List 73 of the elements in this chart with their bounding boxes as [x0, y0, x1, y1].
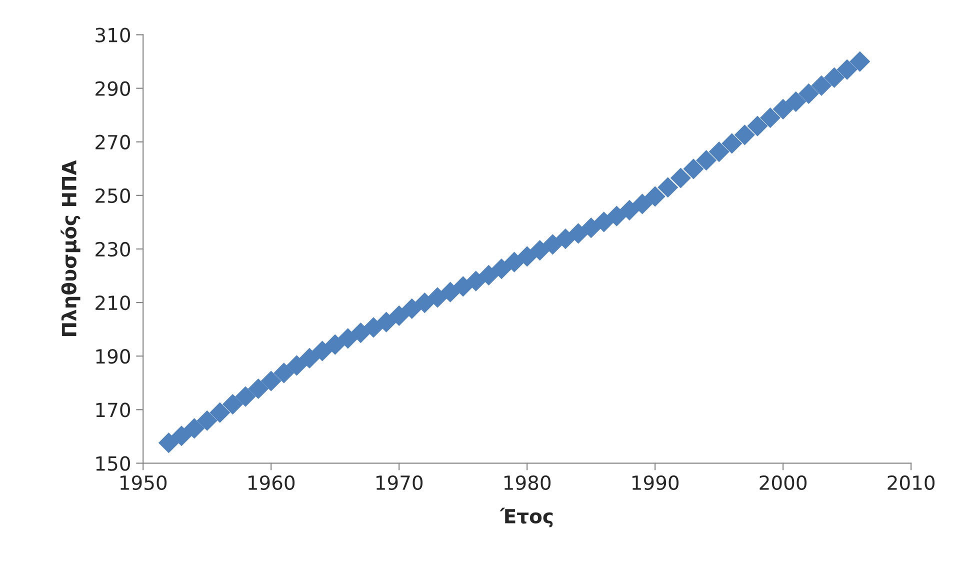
- point: [414, 292, 435, 314]
- point: [504, 252, 525, 272]
- point: [388, 305, 410, 326]
- point: [516, 246, 538, 267]
- y-tick-label: 150: [96, 456, 130, 471]
- point: [402, 298, 422, 319]
- point: [670, 168, 691, 188]
- point: [683, 158, 704, 180]
- x-tick-label: 2010: [888, 475, 935, 490]
- x-tick-label: 1970: [376, 475, 423, 490]
- point: [786, 91, 806, 112]
- point: [452, 276, 474, 297]
- point: [312, 340, 333, 362]
- point: [708, 141, 730, 162]
- point: [555, 228, 576, 250]
- point: [171, 426, 192, 446]
- y-tick-label: 230: [96, 242, 130, 257]
- point: [632, 194, 653, 214]
- point: [286, 355, 307, 376]
- point: [196, 410, 218, 431]
- point: [760, 107, 781, 128]
- point: [734, 124, 755, 146]
- y-tick-label: 210: [96, 295, 130, 310]
- y-tick-label: 170: [96, 402, 130, 418]
- point: [568, 223, 589, 244]
- point: [696, 150, 717, 171]
- point: [158, 432, 179, 454]
- y-tick-label: 190: [96, 349, 130, 364]
- x-tick-label: 2000: [760, 475, 807, 490]
- x-tick-label: 1990: [632, 475, 679, 490]
- point: [440, 282, 461, 302]
- y-tick-label: 310: [96, 28, 130, 42]
- point: [338, 328, 358, 349]
- point: [606, 206, 627, 226]
- x-tick-label: 1980: [504, 475, 551, 490]
- point: [324, 334, 346, 355]
- point: [530, 240, 550, 261]
- point: [363, 317, 384, 338]
- point: [594, 212, 614, 232]
- point: [772, 98, 794, 120]
- point: [824, 67, 845, 88]
- point: [580, 218, 602, 238]
- point: [248, 378, 269, 400]
- point: [836, 59, 858, 80]
- point: [222, 394, 243, 415]
- point: [811, 75, 832, 96]
- x-tick-label: 1950: [120, 475, 167, 490]
- point: [619, 200, 640, 220]
- y-axis-title: Πληθυσμός ΗΠΑ: [60, 160, 80, 336]
- point: [542, 234, 563, 255]
- point: [747, 116, 768, 136]
- x-tick-label: 1960: [248, 475, 295, 490]
- point: [210, 402, 230, 423]
- point: [350, 322, 371, 344]
- point: [299, 348, 320, 369]
- point: [184, 418, 205, 439]
- point: [274, 362, 294, 384]
- point: [427, 287, 448, 308]
- point: [235, 386, 256, 407]
- y-tick-label: 250: [96, 188, 130, 204]
- point: [644, 186, 666, 207]
- y-tick-label: 290: [96, 81, 130, 96]
- point: [478, 264, 499, 286]
- point: [376, 312, 397, 332]
- point: [491, 258, 512, 280]
- point: [798, 83, 819, 104]
- x-axis-title: Έτος: [500, 508, 553, 528]
- point: [466, 270, 486, 292]
- point: [260, 370, 282, 392]
- point: [722, 133, 742, 154]
- point: [850, 51, 870, 72]
- y-tick-label: 270: [96, 134, 130, 150]
- point: [658, 177, 678, 198]
